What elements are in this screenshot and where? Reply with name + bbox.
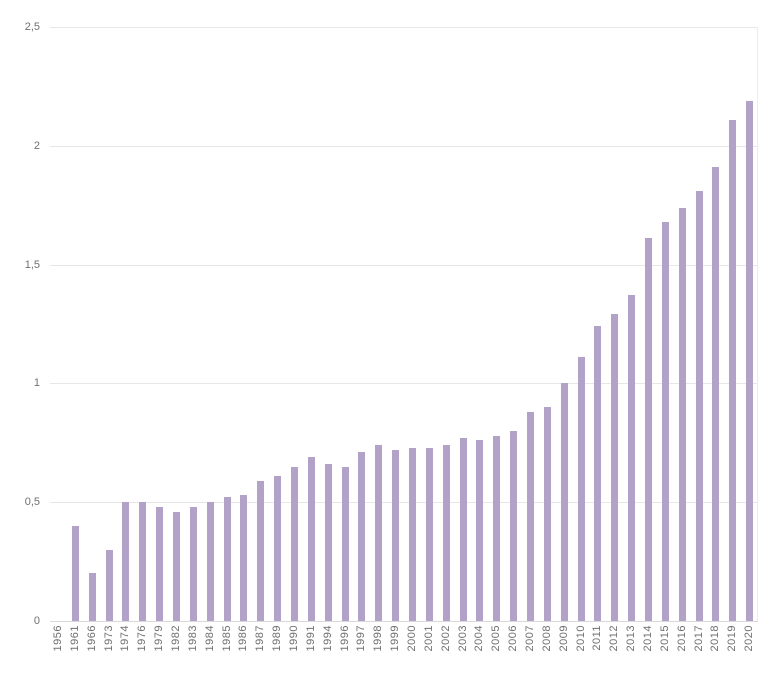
bar-2000 xyxy=(408,447,416,621)
bar-1991 xyxy=(307,457,315,621)
bar-1986 xyxy=(240,495,248,621)
bar-2020 xyxy=(746,100,754,621)
y-axis-label: 2,5 xyxy=(24,21,40,33)
y-axis-label: 2 xyxy=(33,139,40,152)
bar-2019 xyxy=(729,119,737,621)
x-axis-label-text: 2001 xyxy=(422,625,435,652)
x-axis-label-text: 1996 xyxy=(338,625,351,652)
gridline xyxy=(50,383,758,385)
x-axis-label-text: 1973 xyxy=(102,625,115,652)
bar-1983 xyxy=(189,506,197,621)
bar-2001 xyxy=(425,447,433,621)
bar-2018 xyxy=(712,167,720,621)
x-axis-label-text: 1994 xyxy=(321,625,334,652)
x-axis-label-text: 2010 xyxy=(574,625,587,652)
x-axis-line xyxy=(50,621,758,622)
x-axis-label-text: 2002 xyxy=(439,625,452,652)
bar-2015 xyxy=(661,221,669,621)
x-axis-label-text: 2008 xyxy=(540,625,553,652)
bar-1961 xyxy=(71,525,79,621)
bar-2004 xyxy=(476,440,484,621)
y-axis-label: 1 xyxy=(33,377,40,390)
bar-1987 xyxy=(257,480,265,621)
bar-1984 xyxy=(206,502,214,621)
bar-1996 xyxy=(341,466,349,621)
x-axis-label-text: 1986 xyxy=(237,625,250,652)
bar-2014 xyxy=(644,238,652,621)
x-axis-label-text: 2012 xyxy=(608,625,621,652)
y-axis-label: 0,5 xyxy=(24,496,40,509)
plot-right-border xyxy=(757,27,758,621)
x-axis-label-text: 1998 xyxy=(372,625,385,652)
bar-2013 xyxy=(628,295,636,621)
bar-2006 xyxy=(510,430,518,621)
x-axis-label-text: 1976 xyxy=(136,625,149,652)
gridline xyxy=(50,145,758,147)
bar-1976 xyxy=(139,502,147,621)
bar-2007 xyxy=(526,411,534,621)
x-axis-label-text: 1966 xyxy=(85,625,98,652)
x-axis-label: 2020 xyxy=(743,625,769,651)
y-axis-label: 0 xyxy=(33,615,40,627)
x-axis-label-text: 2003 xyxy=(456,625,469,652)
bar-1979 xyxy=(156,506,164,621)
bar-2011 xyxy=(594,326,602,621)
x-axis-label-text: 2004 xyxy=(473,625,486,652)
x-axis-label-text: 2016 xyxy=(675,625,688,652)
bar-1999 xyxy=(392,449,400,621)
gridline xyxy=(50,264,758,266)
x-axis-label-text: 1961 xyxy=(68,625,81,652)
x-axis-label-text: 2019 xyxy=(726,625,739,652)
gridline xyxy=(50,27,758,28)
x-axis-label-text: 1956 xyxy=(51,625,64,652)
x-axis-label-text: 2000 xyxy=(405,625,418,652)
bar-2010 xyxy=(577,357,585,621)
x-axis-label-text: 2006 xyxy=(507,625,520,652)
bar-2012 xyxy=(611,314,619,621)
x-axis-label-text: 2020 xyxy=(743,625,756,652)
bar-1989 xyxy=(274,476,282,621)
bar-1974 xyxy=(122,502,130,621)
x-axis-label-text: 1979 xyxy=(153,625,166,652)
x-axis-label-text: 1997 xyxy=(355,625,368,652)
bar-2008 xyxy=(543,407,551,621)
x-axis-label-text: 1974 xyxy=(119,625,132,652)
x-axis-label-text: 1999 xyxy=(389,625,402,652)
bar-2017 xyxy=(695,190,703,621)
x-axis-label-text: 2013 xyxy=(625,625,638,652)
x-axis-label-text: 2009 xyxy=(557,625,570,652)
bar-1994 xyxy=(324,464,332,621)
bar-1997 xyxy=(358,452,366,621)
x-axis-label-text: 2005 xyxy=(490,625,503,652)
x-axis-label-text: 1991 xyxy=(304,625,317,652)
bar-2009 xyxy=(560,383,568,621)
x-axis-label-text: 2007 xyxy=(523,625,536,652)
bar-2005 xyxy=(493,435,501,621)
x-axis-label-text: 1984 xyxy=(203,625,216,652)
x-axis-label-text: 1990 xyxy=(287,625,300,652)
x-axis-label-text: 2017 xyxy=(692,625,705,652)
y-axis-label: 1,5 xyxy=(24,258,40,271)
bar-2002 xyxy=(442,445,450,621)
x-axis-label-text: 1987 xyxy=(254,625,267,652)
bar-2016 xyxy=(678,207,686,621)
bar-1998 xyxy=(375,445,383,621)
bar-1985 xyxy=(223,497,231,621)
x-axis-label-text: 2011 xyxy=(591,625,604,651)
x-axis-label-text: 1985 xyxy=(220,625,233,652)
x-axis-label-text: 1989 xyxy=(271,625,284,652)
x-axis-label-text: 2014 xyxy=(641,625,654,652)
bar-1982 xyxy=(172,511,180,621)
bar-1973 xyxy=(105,549,113,621)
x-axis-label-text: 1982 xyxy=(169,625,182,652)
x-axis-label-text: 2015 xyxy=(658,625,671,652)
x-axis-label-text: 2018 xyxy=(709,625,722,652)
bar-2003 xyxy=(459,438,467,621)
bar-1990 xyxy=(290,466,298,621)
bar-1966 xyxy=(88,573,96,621)
gridline xyxy=(50,502,758,504)
x-axis-label-text: 1983 xyxy=(186,625,199,652)
